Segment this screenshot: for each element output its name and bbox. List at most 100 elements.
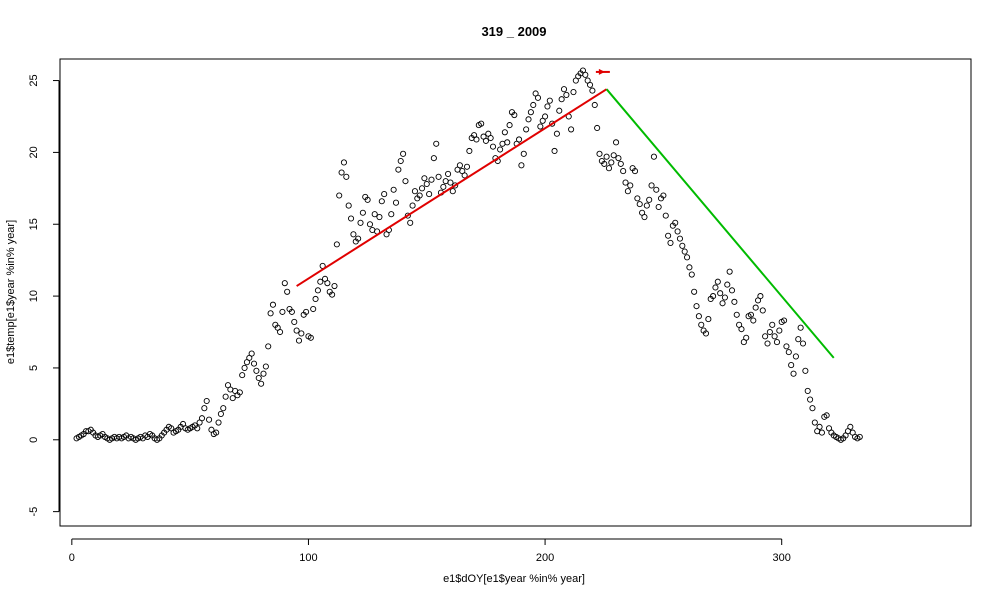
data-point xyxy=(364,196,371,203)
data-point xyxy=(544,103,551,110)
data-point xyxy=(463,163,471,170)
data-point xyxy=(515,136,523,143)
data-point xyxy=(705,316,712,323)
data-point xyxy=(717,290,724,297)
data-point xyxy=(258,380,265,387)
data-point xyxy=(473,136,480,143)
y-axis-label: e1$temp[e1$year %in% year] xyxy=(5,220,17,364)
data-point xyxy=(752,304,759,311)
data-point xyxy=(568,126,575,133)
plot-frame xyxy=(59,58,972,527)
data-point xyxy=(788,362,795,369)
data-point xyxy=(660,192,667,199)
data-point xyxy=(759,307,766,314)
data-point xyxy=(489,143,497,150)
y-tick-label: 5 xyxy=(28,365,40,371)
data-point xyxy=(558,96,565,103)
data-point xyxy=(250,360,258,367)
marker-arrowhead xyxy=(598,68,605,75)
data-point xyxy=(388,211,395,218)
data-point xyxy=(710,293,717,300)
data-point xyxy=(317,278,324,285)
data-point xyxy=(343,173,350,180)
data-point xyxy=(549,120,556,127)
data-point xyxy=(482,137,489,144)
data-point xyxy=(530,101,537,109)
data-point xyxy=(792,353,799,360)
data-point xyxy=(534,94,542,101)
y-tick-label: 25 xyxy=(28,74,40,86)
data-point xyxy=(724,281,731,288)
data-point xyxy=(426,191,433,198)
data-point xyxy=(497,146,504,153)
data-point xyxy=(662,212,669,219)
data-point xyxy=(773,339,781,346)
data-point xyxy=(676,235,684,242)
data-point xyxy=(350,231,357,238)
data-point xyxy=(433,140,440,147)
data-point xyxy=(714,278,721,285)
data-point xyxy=(527,109,534,116)
data-point xyxy=(277,328,284,336)
data-point xyxy=(731,298,738,305)
data-point xyxy=(601,160,608,167)
data-point xyxy=(684,254,691,261)
data-point xyxy=(511,111,518,119)
data-point xyxy=(622,179,629,186)
data-point xyxy=(646,196,653,203)
y-axis: -5 0 5 10 15 20 25 xyxy=(28,74,60,517)
data-point xyxy=(430,155,437,162)
data-point xyxy=(733,311,740,318)
data-point xyxy=(823,412,830,419)
data-point xyxy=(762,333,769,340)
data-point xyxy=(818,429,825,436)
data-point xyxy=(331,282,338,290)
data-point xyxy=(518,162,525,169)
data-point xyxy=(698,321,705,328)
data-point xyxy=(506,122,513,129)
data-point xyxy=(686,264,693,271)
data-point xyxy=(636,201,643,208)
y-tick-label: 15 xyxy=(28,218,40,230)
data-point xyxy=(523,126,530,133)
data-point xyxy=(421,175,428,182)
data-point xyxy=(213,429,220,436)
data-point xyxy=(594,124,601,132)
data-point xyxy=(721,294,728,301)
data-point xyxy=(667,239,674,246)
data-point xyxy=(586,81,594,88)
data-point xyxy=(324,280,331,287)
data-point xyxy=(222,393,229,400)
data-point xyxy=(241,364,248,371)
data-point xyxy=(655,203,662,211)
data-point xyxy=(693,303,700,310)
data-point xyxy=(445,170,452,178)
x-tick-label: 100 xyxy=(299,552,317,564)
data-point xyxy=(591,101,598,109)
data-point xyxy=(217,410,224,417)
data-point xyxy=(416,192,423,199)
data-point xyxy=(340,159,347,166)
data-point xyxy=(563,91,570,98)
data-point xyxy=(807,396,814,403)
data-point xyxy=(712,284,719,291)
data-point xyxy=(603,153,610,160)
data-point xyxy=(674,228,681,235)
data-point xyxy=(312,295,319,303)
trend-lines xyxy=(296,88,835,359)
data-point xyxy=(267,310,274,317)
data-point xyxy=(423,180,430,188)
data-point xyxy=(260,370,267,377)
data-point xyxy=(220,405,227,412)
data-point xyxy=(641,214,648,221)
data-point xyxy=(345,202,352,209)
data-point xyxy=(404,212,411,219)
data-point xyxy=(551,147,558,155)
data-point xyxy=(691,288,698,295)
data-point xyxy=(466,147,473,155)
data-point xyxy=(847,423,854,430)
data-point xyxy=(411,188,418,195)
data-point xyxy=(665,232,672,239)
data-point xyxy=(747,311,754,318)
data-point xyxy=(653,186,660,193)
